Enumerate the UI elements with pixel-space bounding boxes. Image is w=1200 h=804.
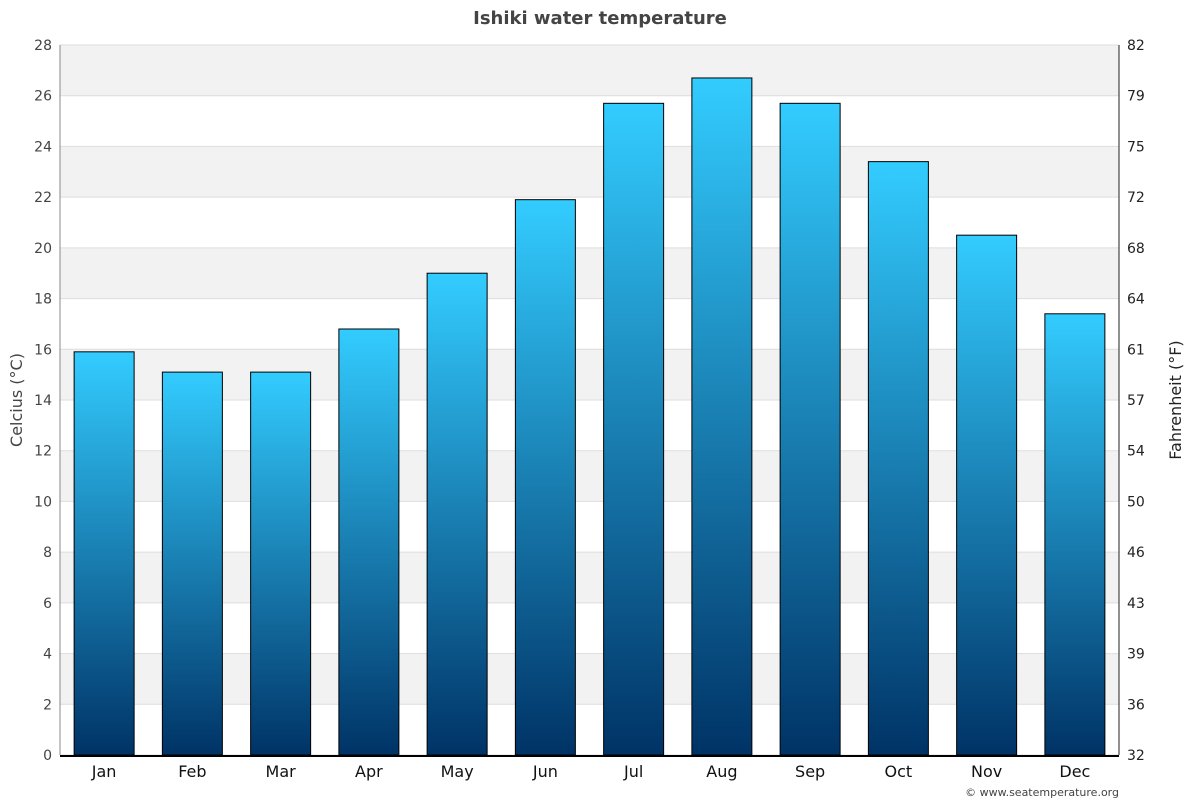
x-tick-label: Sep [795,762,825,781]
y-tick-label-right: 46 [1127,545,1145,561]
y-tick-label-right: 79 [1127,89,1145,105]
x-tick-label: Nov [971,762,1002,781]
y-tick-label-right: 54 [1127,444,1145,460]
grid-band [60,247,1119,299]
bar-jul [603,102,665,756]
bar-dec [1044,313,1106,756]
x-tick-label: Jun [532,762,558,781]
grid-band [60,146,1119,198]
y-tick-label-right: 82 [1127,38,1145,54]
y-tick-label: 20 [34,241,52,257]
y-tick-label-right: 57 [1127,393,1145,409]
y-axis-label-left: Celcius (°C) [7,353,26,447]
x-tick-label: Feb [178,762,206,781]
y-tick-label-right: 39 [1127,647,1145,663]
x-tick-label: Aug [706,762,737,781]
y-tick-label: 18 [34,292,52,308]
y-tick-label-right: 68 [1127,241,1145,257]
y-tick-label-right: 36 [1127,697,1145,713]
y-tick-label: 6 [43,596,52,612]
grid-band [60,349,1119,400]
y-tick-label: 24 [34,139,52,155]
y-tick-label: 14 [34,393,52,409]
bar-sep [779,102,841,756]
y-tick-label: 2 [43,697,52,713]
y-tick-label: 4 [43,647,52,663]
y-tick-label-right: 43 [1127,596,1145,612]
chart-title: Ishiki water temperature [473,8,727,29]
y-tick-label: 0 [43,748,52,764]
credit: © www.seatemperature.org [965,786,1119,799]
y-tick-label-right: 64 [1127,292,1145,308]
bar-jan [73,351,135,756]
y-tick-label: 26 [34,89,52,105]
bar-nov [956,234,1018,756]
bar-may [426,272,488,756]
y-tick-label: 12 [34,444,52,460]
x-tick-label: May [441,762,474,781]
bar-mar [250,371,312,756]
y-tick-label: 16 [34,342,52,358]
y-tick-label-right: 72 [1127,190,1145,206]
grid-band [60,653,1119,705]
bar-oct [867,161,929,756]
x-tick-label: Apr [355,762,383,781]
bar-jun [514,199,576,756]
grid-band [60,450,1119,502]
grid-band [60,45,1119,96]
x-tick-label: Jan [91,762,117,781]
x-tick-label: Mar [266,762,297,781]
bar-aug [691,77,753,756]
x-tick-label: Jul [623,762,643,781]
y-tick-label: 28 [34,38,52,54]
y-tick-label-right: 50 [1127,494,1145,510]
y-tick-label-right: 32 [1127,748,1145,764]
y-tick-label: 8 [43,545,52,561]
bar-feb [161,371,223,756]
y-tick-label: 22 [34,190,52,206]
y-tick-label: 10 [34,494,52,510]
x-tick-label: Oct [885,762,913,781]
x-tick-label: Dec [1059,762,1090,781]
y-axis-label-right: Fahrenheit (°F) [1166,340,1185,459]
y-tick-label-right: 61 [1127,342,1145,358]
grid-band [60,552,1119,603]
bar-apr [338,328,400,756]
y-tick-label-right: 75 [1127,139,1145,155]
